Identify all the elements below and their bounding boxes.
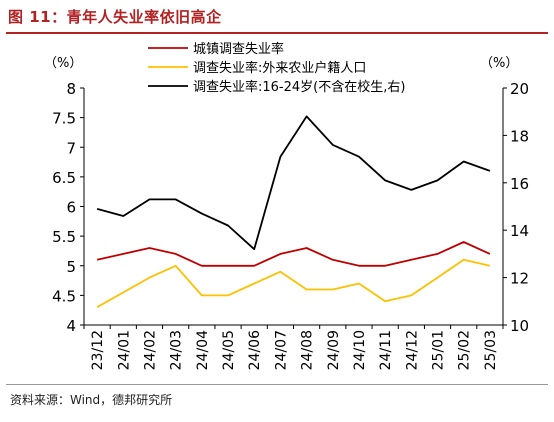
legend-label: 调查失业率:外来农业户籍人口 <box>193 60 366 76</box>
right-tick-label: 20 <box>510 80 529 98</box>
series-line <box>96 241 491 267</box>
left-tick-label: 5.5 <box>52 228 76 246</box>
title-rule <box>6 32 548 34</box>
x-tick-label: 25/02 <box>457 330 473 370</box>
x-tick-label: 23/12 <box>90 330 106 370</box>
legend: 城镇调查失业率调查失业率:外来农业户籍人口调查失业率:16-24岁(不含在校生,… <box>148 41 405 95</box>
left-tick-label: 4.5 <box>52 287 76 305</box>
right-tick-label: 14 <box>510 222 529 240</box>
x-tick-label: 24/07 <box>273 330 289 370</box>
series-layer <box>96 115 491 308</box>
left-axis-unit: （%） <box>44 56 82 71</box>
right-tick-label: 18 <box>510 127 529 145</box>
x-tick-label: 24/03 <box>169 330 185 370</box>
right-tick-label: 16 <box>510 175 529 193</box>
x-tick-label: 24/12 <box>404 330 420 370</box>
left-tick-label: 7.5 <box>52 110 76 128</box>
x-tick-label: 24/06 <box>247 330 263 370</box>
axes: 4 4.5 5 5.5 6 6.5 7 7.5 8 10 12 14 16 18 20 （%） （%） 23/12… <box>44 56 529 370</box>
right-tick-label: 10 <box>510 317 529 335</box>
x-tick-label: 24/09 <box>326 330 342 370</box>
legend-label: 调查失业率:16-24岁(不含在校生,右) <box>193 79 405 95</box>
source-note: 资料来源：Wind，德邦研究所 <box>10 393 173 407</box>
x-tick-label: 24/02 <box>142 330 158 370</box>
left-tick-label: 8 <box>66 80 76 98</box>
x-tick-label: 24/10 <box>352 330 368 370</box>
left-tick-label: 6 <box>66 199 76 217</box>
x-tick-label: 24/08 <box>300 330 316 370</box>
left-tick-label: 7 <box>66 139 76 157</box>
left-tick-label: 4 <box>66 317 76 335</box>
x-tick-label: 25/01 <box>431 330 447 370</box>
x-tick-label: 25/03 <box>483 330 499 370</box>
series-line <box>96 258 491 308</box>
series-line <box>96 115 491 251</box>
x-tick-label: 24/11 <box>378 330 394 370</box>
footer-rule <box>6 384 548 385</box>
left-tick-label: 6.5 <box>52 169 76 187</box>
figure-title: 图 11：青年人失业率依旧高企 <box>8 8 222 26</box>
left-tick-label: 5 <box>66 258 76 276</box>
line-chart: 4 4.5 5 5.5 6 6.5 7 7.5 8 10 12 14 16 18 20 （%） （%） 23/12… <box>44 41 529 370</box>
x-tick-label: 24/05 <box>221 330 237 370</box>
right-axis-unit: （%） <box>480 56 518 71</box>
legend-label: 城镇调查失业率 <box>193 41 284 57</box>
x-tick-label: 24/01 <box>116 330 132 370</box>
x-tick-label: 24/04 <box>195 330 211 370</box>
right-tick-label: 12 <box>510 270 529 288</box>
